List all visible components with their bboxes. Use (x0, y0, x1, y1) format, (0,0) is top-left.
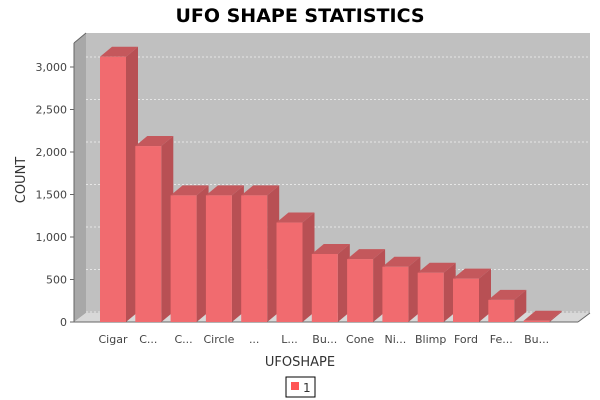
bar-side (408, 256, 421, 322)
left-wall-top-edge (73, 32, 87, 44)
bars (100, 46, 562, 323)
bar-front (205, 195, 232, 322)
bar (523, 310, 562, 322)
bar (170, 185, 209, 322)
bar (382, 256, 421, 322)
bar-side (373, 249, 386, 322)
chart-title: UFO SHAPE STATISTICS (175, 5, 424, 27)
x-tick-label: Circle (203, 333, 234, 346)
y-tick-label: 3,000 (36, 61, 68, 74)
bar-side (549, 310, 562, 322)
bar (100, 46, 138, 323)
x-tick-label: ... (249, 333, 260, 346)
bar-front (453, 278, 479, 322)
x-tick-label: Bu... (524, 333, 549, 346)
x-tick-label: Cone (346, 333, 374, 346)
legend-swatch (291, 382, 299, 390)
bar (135, 136, 174, 322)
bar-front (382, 266, 409, 322)
x-tick-label: Fe... (490, 333, 513, 346)
bar-front (488, 299, 515, 322)
y-tick-label: 500 (46, 274, 67, 287)
x-tick-label: C... (175, 333, 193, 346)
bar-side (161, 136, 174, 322)
bar-side (231, 185, 244, 322)
bar-side (337, 244, 350, 322)
floor-front-right-edge (577, 312, 591, 323)
bar-front (311, 254, 338, 322)
bar (241, 185, 280, 322)
bar-side (267, 185, 280, 322)
legend-label: 1 (303, 381, 311, 395)
bar (417, 262, 456, 322)
bar-side (479, 268, 491, 322)
bar (276, 212, 315, 322)
y-tick-label: 1,000 (36, 231, 68, 244)
bar-front (417, 272, 444, 322)
legend-box (285, 376, 316, 398)
bar-top (170, 185, 209, 196)
bar-top (523, 310, 562, 321)
bar-side (443, 262, 456, 322)
bar (311, 244, 350, 322)
x-tick-label: C... (139, 333, 157, 346)
y-tick-label: 2,500 (36, 104, 68, 117)
bar-top (135, 136, 174, 147)
x-tick-label: Cigar (99, 333, 128, 346)
bar-front (170, 195, 197, 322)
plot-left-wall (74, 33, 86, 322)
bar-side (196, 185, 209, 322)
bar-front (241, 195, 268, 322)
y-tick-label: 1,500 (36, 189, 68, 202)
x-tick-label: Blimp (415, 333, 446, 346)
bar (453, 268, 491, 322)
bar-top (347, 249, 386, 260)
bar (488, 289, 527, 322)
x-tick-label: Bu... (312, 333, 337, 346)
bar-top (241, 185, 280, 196)
bar-top (311, 244, 350, 254)
bar-top (488, 289, 527, 300)
bar-front (276, 222, 303, 322)
y-tick-label: 0 (60, 316, 67, 329)
bar-side (302, 212, 315, 322)
bar-top (100, 46, 138, 57)
x-axis-ticks: Cigar C... C... Circle... L... Bu... Cone Ni...… (99, 333, 550, 346)
bar-front (347, 259, 374, 322)
bar (205, 185, 244, 322)
bar-front (523, 320, 550, 322)
x-axis-label: UFOSHAPE (265, 355, 335, 370)
x-tick-label: L... (281, 333, 298, 346)
y-axis-ticks: 0 500 1,000 1,500 2,000 2,500 3,000 (36, 61, 74, 329)
bar-front (100, 56, 126, 323)
x-tick-label: Ni... (385, 333, 407, 346)
bar-top (276, 212, 315, 223)
bar-front (135, 146, 162, 322)
bar (347, 249, 386, 322)
y-tick-label: 2,000 (36, 146, 68, 159)
x-tick-label: Ford (454, 333, 478, 346)
bar-side (126, 46, 138, 323)
bar-top (417, 262, 456, 273)
bar-side (514, 289, 527, 322)
bar-top (205, 185, 244, 196)
legend: 1 (285, 376, 316, 398)
y-axis-label: COUNT (14, 157, 29, 204)
bar-top (382, 256, 421, 267)
bar-top (453, 268, 491, 279)
